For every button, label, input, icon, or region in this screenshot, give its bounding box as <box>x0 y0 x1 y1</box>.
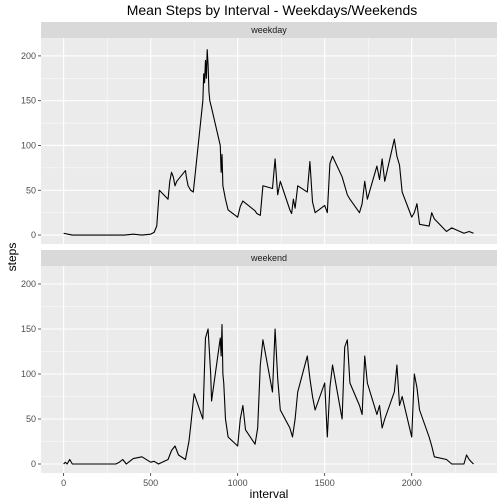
x-tick-label: 500 <box>143 478 158 488</box>
panel-weekday: weekday 0 50 100 150 200 <box>21 22 497 244</box>
strip-label: weekday <box>250 25 287 35</box>
panel-background <box>41 38 497 244</box>
y-tick-label: 50 <box>26 414 36 424</box>
y-tick-label: 100 <box>21 140 36 150</box>
y-tick-label: 0 <box>31 230 36 240</box>
x-tick-label: 1500 <box>315 478 335 488</box>
panel-weekend: weekend 0 50 100 150 200 <box>21 250 497 473</box>
strip-background <box>41 250 497 266</box>
x-tick-label: 0 <box>61 478 66 488</box>
y-tick-label: 150 <box>21 96 36 106</box>
y-axis-title: steps <box>5 243 19 272</box>
x-tick-label: 2000 <box>402 478 422 488</box>
x-tick-label: 1000 <box>228 478 248 488</box>
y-tick-label: 100 <box>21 369 36 379</box>
strip-label: weekend <box>250 253 287 263</box>
y-tick-label: 150 <box>21 324 36 334</box>
y-tick-label: 200 <box>21 279 36 289</box>
strip-background <box>41 22 497 38</box>
panel-background <box>41 266 497 473</box>
x-axis: 0 500 1000 1500 2000 <box>61 473 422 488</box>
x-axis-title: interval <box>250 487 289 501</box>
chart-title: Mean Steps by Interval - Weekdays/Weeken… <box>127 2 418 18</box>
series-line-weekend <box>63 323 474 465</box>
y-tick-label: 0 <box>31 459 36 469</box>
y-tick-label: 200 <box>21 51 36 61</box>
y-tick-label: 50 <box>26 185 36 195</box>
series-line-weekday <box>63 49 474 236</box>
